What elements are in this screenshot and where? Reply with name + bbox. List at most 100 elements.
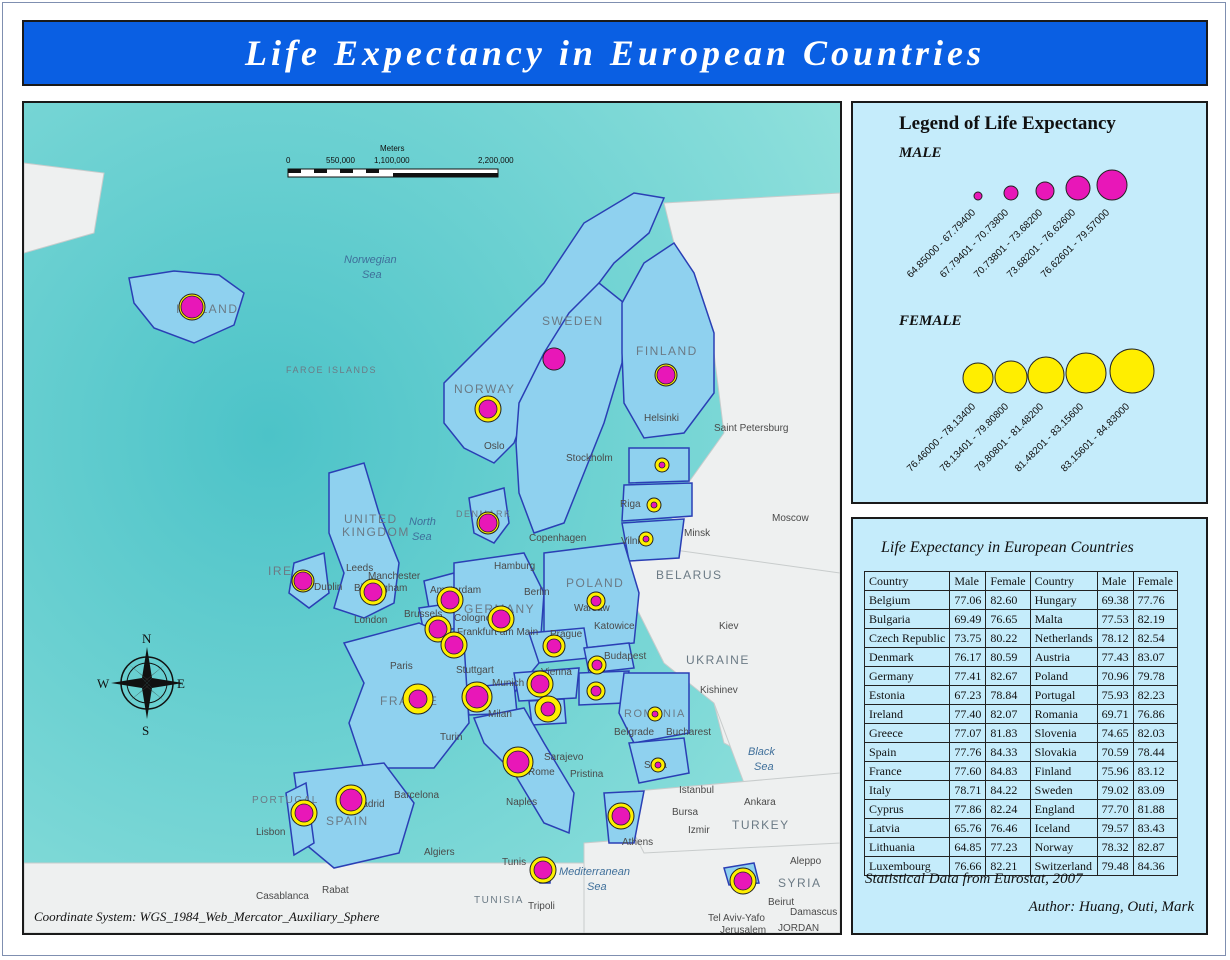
symbol-ireland[interactable] xyxy=(291,569,315,593)
symbol-denmark[interactable] xyxy=(476,511,500,535)
country-finland[interactable] xyxy=(621,241,715,439)
table-cell: 79.02 xyxy=(1096,780,1134,800)
symbol-switzerland[interactable] xyxy=(461,681,493,713)
legend-panel: Legend of Life Expectancy MALE FEMALE 64… xyxy=(851,101,1208,504)
male-symbol xyxy=(658,461,666,469)
legend-female-symbol xyxy=(1027,356,1065,394)
symbol-germany[interactable] xyxy=(487,605,515,633)
male-symbol xyxy=(651,710,659,718)
table-header: Country xyxy=(1029,571,1098,591)
symbol-austria[interactable] xyxy=(526,670,554,698)
symbol-iceland[interactable] xyxy=(178,293,206,321)
symbol-malta[interactable] xyxy=(529,856,557,884)
table-cell: 82.21 xyxy=(985,856,1031,876)
city-label: Kiev xyxy=(719,621,738,632)
symbol-greece[interactable] xyxy=(607,802,635,830)
city-label: Stockholm xyxy=(566,453,613,464)
table-cell: 77.76 xyxy=(1132,590,1178,610)
symbol-bulgaria[interactable] xyxy=(650,757,666,773)
table-cell: 82.07 xyxy=(985,704,1031,724)
table-cell: 77.23 xyxy=(985,837,1031,857)
label-faroe: FAROE ISLANDS xyxy=(286,365,377,375)
table-row: Ireland 77.40 82.07 Romania 69.71 76.86 xyxy=(863,704,1178,724)
table-cell: 84.33 xyxy=(985,742,1031,762)
symbol-france[interactable] xyxy=(402,683,434,715)
male-symbol xyxy=(530,674,550,694)
table-cell: 82.19 xyxy=(1132,609,1178,629)
legend-female-symbol xyxy=(994,360,1028,394)
table-cell: 76.46 xyxy=(985,818,1031,838)
male-symbol xyxy=(491,609,511,629)
city-label: Algiers xyxy=(424,847,455,858)
label-finland: FINLAND xyxy=(636,344,698,358)
city-label: Casablanca xyxy=(256,891,309,902)
symbol-sweden[interactable] xyxy=(542,347,566,371)
symbol-estonia[interactable] xyxy=(654,457,670,473)
table-cell: 79.48 xyxy=(1096,856,1134,876)
table-cell: Austria xyxy=(1029,647,1098,667)
table-title: Life Expectancy in European Countries xyxy=(881,539,1134,556)
table-cell: 65.76 xyxy=(949,818,987,838)
table-cell: 77.06 xyxy=(949,590,987,610)
symbol-lithuania[interactable] xyxy=(638,531,654,547)
symbol-czech-republic[interactable] xyxy=(542,634,566,658)
europe-map[interactable]: Norwegian Sea North Sea Black Sea Medite… xyxy=(24,103,840,933)
table-cell: 69.38 xyxy=(1096,590,1134,610)
table-cell: Denmark xyxy=(863,647,951,667)
city-label: Tunis xyxy=(502,857,526,868)
symbol-cyprus[interactable] xyxy=(729,867,757,895)
symbol-spain[interactable] xyxy=(335,784,367,816)
table-row: Germany 77.41 82.67 Poland 70.96 79.78 xyxy=(863,666,1178,686)
male-symbol xyxy=(428,619,448,639)
table-cell: 69.71 xyxy=(1096,704,1134,724)
north-arrow-n: N xyxy=(142,631,152,646)
symbol-luxembourg[interactable] xyxy=(440,631,468,659)
map-frame[interactable]: Norwegian Sea North Sea Black Sea Medite… xyxy=(22,101,842,935)
country-sweden[interactable] xyxy=(515,281,625,534)
country-united-kingdom[interactable] xyxy=(328,462,400,619)
table-cell: 79.78 xyxy=(1132,666,1178,686)
table-row: Italy 78.71 84.22 Sweden 79.02 83.09 xyxy=(863,780,1178,800)
table-header: Country xyxy=(863,571,951,591)
table-header: Female xyxy=(1132,571,1178,591)
scale-tick-2: 1,100,000 xyxy=(374,156,410,165)
symbol-poland[interactable] xyxy=(586,591,606,611)
greenland-land xyxy=(24,162,105,254)
table-row: Denmark 76.17 80.59 Austria 77.43 83.07 xyxy=(863,647,1178,667)
symbol-slovakia[interactable] xyxy=(587,655,607,675)
male-symbol xyxy=(408,689,428,709)
male-symbol xyxy=(533,860,553,880)
symbol-romania[interactable] xyxy=(647,706,663,722)
city-label: Ankara xyxy=(744,797,776,808)
scale-bar-unit: Meters xyxy=(380,144,404,153)
symbol-norway[interactable] xyxy=(474,395,502,423)
table-row: Spain 77.76 84.33 Slovakia 70.59 78.44 xyxy=(863,742,1178,762)
legend-male-symbol xyxy=(1065,175,1091,201)
symbol-italy[interactable] xyxy=(502,746,534,778)
city-label: Bucharest xyxy=(666,727,711,738)
symbol-finland[interactable] xyxy=(654,363,678,387)
table-cell: 81.88 xyxy=(1132,799,1178,819)
table-cell: 76.86 xyxy=(1132,704,1178,724)
scale-bar-segments xyxy=(288,169,498,177)
symbol-latvia[interactable] xyxy=(646,497,662,513)
table-cell: 82.54 xyxy=(1132,628,1178,648)
city-label: Prague xyxy=(550,629,583,640)
city-label: Copenhagen xyxy=(529,533,586,544)
symbol-portugal[interactable] xyxy=(290,799,318,827)
table-cell: 84.22 xyxy=(985,780,1031,800)
table-cell: Romania xyxy=(1029,704,1098,724)
table-cell: 82.03 xyxy=(1132,723,1178,743)
symbol-netherlands[interactable] xyxy=(436,586,464,614)
symbol-slovenia[interactable] xyxy=(534,695,562,723)
data-source: Statistical Data from Eurostat, 2007 xyxy=(865,871,1083,887)
life-expectancy-symbols xyxy=(178,293,757,895)
symbol-england[interactable] xyxy=(359,578,387,606)
city-label: Turin xyxy=(440,732,462,743)
table-cell: 78.44 xyxy=(1132,742,1178,762)
north-arrow-s: S xyxy=(142,723,149,738)
symbol-hungary[interactable] xyxy=(586,681,606,701)
label-ireland: IRE xyxy=(268,564,293,578)
city-label: Madrid xyxy=(354,799,385,810)
legend-female-heading: FEMALE xyxy=(899,313,962,329)
